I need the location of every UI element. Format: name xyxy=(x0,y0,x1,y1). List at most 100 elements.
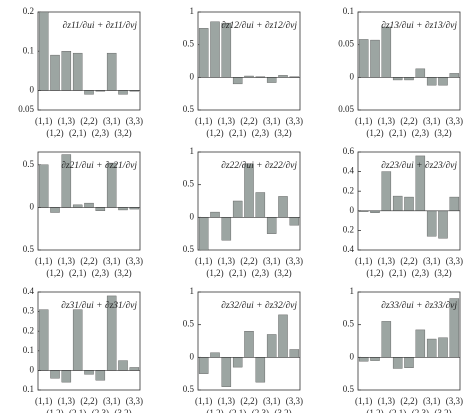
x-tick-label: (2,1) xyxy=(389,128,406,138)
x-tick-label: (1,1) xyxy=(355,256,372,266)
x-tick-label: (2,3) xyxy=(92,268,109,278)
bar xyxy=(426,210,437,237)
bar xyxy=(118,207,128,211)
x-tick-label: (2,3) xyxy=(412,408,429,413)
x-tick-label: (1,2) xyxy=(206,268,223,278)
bar xyxy=(232,77,243,85)
x-tick-label: (1,3) xyxy=(218,396,235,406)
bar xyxy=(210,211,220,218)
plot-frame xyxy=(37,151,141,251)
bar xyxy=(232,200,243,218)
bar xyxy=(392,77,403,81)
y-tick-label: 0.5 xyxy=(183,319,195,329)
y-tick-label: 0.5 xyxy=(343,319,355,329)
x-tick-label: (3,2) xyxy=(434,408,451,413)
bar xyxy=(50,207,60,213)
x-tick-label: (2,2) xyxy=(240,256,257,266)
bar xyxy=(255,357,266,383)
x-tick-label: (3,3) xyxy=(286,116,303,126)
plot-frame xyxy=(197,151,301,251)
bar xyxy=(370,39,380,78)
bar xyxy=(255,192,266,218)
bar xyxy=(370,357,380,361)
bar xyxy=(289,349,300,358)
x-tick-label: (3,1) xyxy=(263,116,280,126)
bar xyxy=(438,210,448,239)
x-tick-label: (1,1) xyxy=(195,396,212,406)
x-tick-label: (1,3) xyxy=(58,396,75,406)
y-tick-label: 0 xyxy=(30,201,35,211)
bar xyxy=(392,357,403,369)
bar xyxy=(221,22,232,78)
x-tick-label: (1,1) xyxy=(195,256,212,266)
x-tick-label: (2,2) xyxy=(400,256,417,266)
x-tick-label: (2,2) xyxy=(80,116,97,126)
annotation: ∂z22/∂ui + ∂z22/∂vj xyxy=(221,161,297,171)
annotation: ∂z11/∂ui + ∂z11/∂vj xyxy=(63,21,138,31)
x-tick-label: (3,1) xyxy=(263,256,280,266)
x-tick-label: (3,3) xyxy=(446,116,463,126)
y-tick-label: 0.05 xyxy=(338,104,354,114)
x-tick-label: (1,1) xyxy=(355,396,372,406)
y-tick-label: 0 xyxy=(190,351,195,361)
x-tick-label: (3,2) xyxy=(114,268,131,278)
bar xyxy=(95,207,106,212)
bar xyxy=(404,77,414,81)
y-tick-label: 0.1 xyxy=(23,345,34,355)
bar xyxy=(198,217,209,251)
x-tick-label: (1,3) xyxy=(378,256,395,266)
annotation: ∂z33/∂ui + ∂z33/∂vj xyxy=(381,301,457,311)
x-tick-label: (1,2) xyxy=(46,268,63,278)
x-tick-label: (3,3) xyxy=(126,256,143,266)
x-tick-label: (1,2) xyxy=(366,268,383,278)
bar xyxy=(415,68,426,78)
x-tick-label: (1,1) xyxy=(35,116,52,126)
plot-frame xyxy=(37,291,141,391)
x-tick-label: (2,3) xyxy=(412,268,429,278)
x-tick-label: (3,3) xyxy=(446,396,463,406)
bar xyxy=(426,77,437,86)
x-tick-label: (2,1) xyxy=(69,128,86,138)
x-tick-label: (3,3) xyxy=(286,396,303,406)
y-tick-label: 0.1 xyxy=(23,384,34,394)
bar xyxy=(358,39,369,78)
x-tick-label: (3,3) xyxy=(126,116,143,126)
y-tick-label: 0 xyxy=(350,71,355,81)
bar xyxy=(118,360,128,371)
x-tick-label: (3,3) xyxy=(286,256,303,266)
x-tick-label: (1,1) xyxy=(195,116,212,126)
bar xyxy=(232,357,243,368)
x-tick-label: (2,3) xyxy=(412,128,429,138)
x-tick-label: (2,1) xyxy=(69,408,86,413)
annotation: ∂z21/∂ui + ∂z21/∂vj xyxy=(61,161,137,171)
x-tick-label: (2,2) xyxy=(400,116,417,126)
x-tick-label: (3,1) xyxy=(103,116,120,126)
bar xyxy=(415,329,426,358)
x-tick-label: (3,1) xyxy=(103,396,120,406)
bar xyxy=(278,314,288,358)
y-tick-label: 0.5 xyxy=(183,179,195,189)
x-tick-label: (3,3) xyxy=(126,396,143,406)
x-tick-label: (1,2) xyxy=(46,408,63,413)
y-tick-label: 0 xyxy=(350,351,355,361)
x-tick-label: (1,3) xyxy=(58,256,75,266)
x-tick-label: (1,2) xyxy=(366,128,383,138)
y-tick-label: 0.4 xyxy=(23,286,35,296)
x-tick-label: (2,1) xyxy=(389,408,406,413)
annotation: ∂z31/∂ui + ∂z31/∂vj xyxy=(61,301,137,311)
x-tick-label: (1,3) xyxy=(378,116,395,126)
x-tick-label: (1,3) xyxy=(58,116,75,126)
y-tick-label: 1 xyxy=(190,146,195,156)
y-tick-label: 0.5 xyxy=(183,39,195,49)
bar xyxy=(84,370,94,375)
y-tick-label: 0.2 xyxy=(343,185,354,195)
bar xyxy=(266,334,277,358)
x-tick-label: (3,2) xyxy=(434,268,451,278)
x-tick-label: (3,1) xyxy=(103,256,120,266)
x-tick-label: (2,2) xyxy=(80,396,97,406)
x-tick-label: (2,1) xyxy=(229,128,246,138)
x-tick-label: (3,2) xyxy=(434,128,451,138)
bar xyxy=(84,90,94,95)
bar xyxy=(404,357,414,368)
bar xyxy=(50,370,60,379)
